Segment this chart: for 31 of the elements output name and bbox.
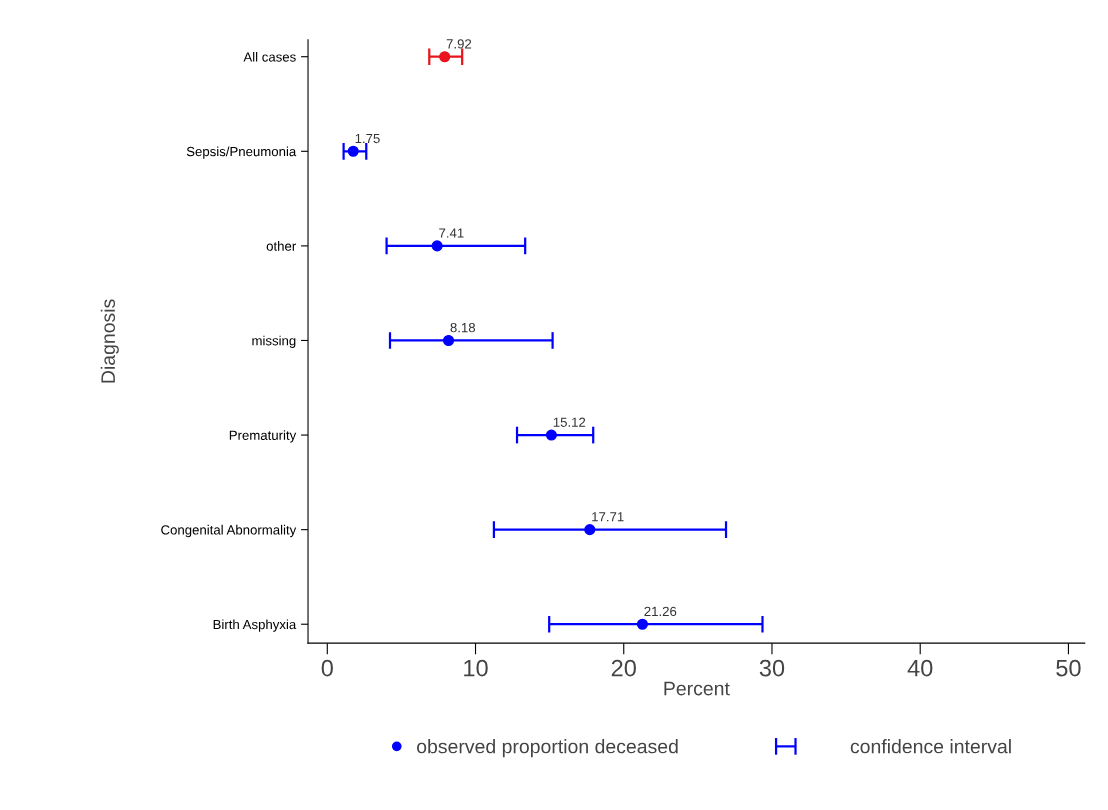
x-tick-label: 20 xyxy=(611,659,636,677)
x-axis-title: Percent xyxy=(664,681,730,696)
point xyxy=(545,429,557,441)
y-tick-label: other xyxy=(266,241,296,251)
data-label: 1.75 xyxy=(355,133,380,144)
text: confidence interval xyxy=(850,739,1011,754)
data-label: 21.26 xyxy=(644,606,677,617)
data-label: 8.18 xyxy=(450,322,476,333)
point xyxy=(347,145,359,157)
x-tick-label: 50 xyxy=(1056,659,1081,677)
point xyxy=(431,240,443,252)
point xyxy=(584,524,596,536)
x-tick-label: 40 xyxy=(907,659,933,677)
y-tick-label: Sepsis/Pneumonia xyxy=(186,146,297,159)
x-tick-label: 0 xyxy=(321,659,333,677)
y-tick-label: Prematurity xyxy=(229,430,297,443)
point xyxy=(636,618,648,630)
point xyxy=(442,334,455,347)
legend-label: observed proportion deceased xyxy=(417,739,678,758)
x-tick-label: 30 xyxy=(759,659,785,677)
data-label: 7.92 xyxy=(446,39,472,49)
y-tick-label: Birth Asphyxia xyxy=(213,619,297,632)
data-label: 17.71 xyxy=(592,512,624,522)
y-axis-title: Diagnosis xyxy=(100,299,119,383)
y-tick-label: Congenital Abnormality xyxy=(161,524,297,538)
x-tick-label: 10 xyxy=(464,659,488,677)
data-label: 15.12 xyxy=(553,417,586,427)
y-tick-label: missing xyxy=(252,335,296,348)
y-tick-label: All cases xyxy=(243,51,296,62)
point xyxy=(439,51,451,63)
data-label: 7.41 xyxy=(439,228,464,238)
